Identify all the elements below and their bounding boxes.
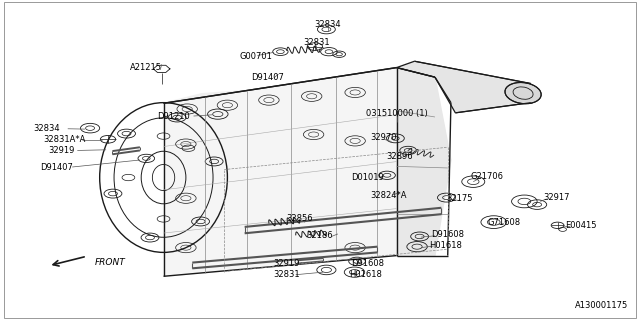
Text: 32831: 32831 bbox=[303, 38, 330, 47]
Text: 32831A*A: 32831A*A bbox=[44, 135, 86, 144]
Text: 32834: 32834 bbox=[314, 20, 341, 29]
Polygon shape bbox=[397, 68, 451, 256]
Polygon shape bbox=[164, 68, 435, 103]
Polygon shape bbox=[164, 68, 397, 276]
Text: H01618: H01618 bbox=[429, 241, 462, 250]
Text: A130001175: A130001175 bbox=[575, 301, 628, 310]
Text: A21215: A21215 bbox=[131, 63, 163, 72]
Text: 32917: 32917 bbox=[543, 193, 570, 202]
Text: 32919: 32919 bbox=[274, 259, 300, 268]
Text: D01019: D01019 bbox=[351, 173, 384, 182]
Text: 031510000 (1): 031510000 (1) bbox=[365, 109, 428, 118]
Text: D91407: D91407 bbox=[251, 73, 284, 82]
Text: G00701: G00701 bbox=[240, 52, 273, 61]
Text: E00415: E00415 bbox=[565, 221, 596, 230]
Text: 32831: 32831 bbox=[273, 269, 300, 279]
Text: 32896: 32896 bbox=[387, 152, 413, 161]
Text: FRONT: FRONT bbox=[95, 258, 126, 267]
Text: D91407: D91407 bbox=[40, 163, 74, 172]
Text: 32970: 32970 bbox=[371, 132, 397, 141]
Text: G71608: G71608 bbox=[487, 218, 520, 227]
Text: 32824*A: 32824*A bbox=[371, 190, 407, 200]
Text: D91210: D91210 bbox=[157, 112, 189, 121]
Ellipse shape bbox=[505, 83, 541, 104]
Text: 32919: 32919 bbox=[48, 146, 74, 155]
Text: 32834: 32834 bbox=[33, 124, 60, 133]
Text: 32856: 32856 bbox=[286, 214, 313, 223]
Text: 32175: 32175 bbox=[446, 194, 472, 204]
Text: D91608: D91608 bbox=[351, 259, 385, 268]
Polygon shape bbox=[397, 61, 531, 113]
Text: D91608: D91608 bbox=[431, 230, 464, 239]
Text: H01618: H01618 bbox=[349, 269, 383, 279]
Text: 32186: 32186 bbox=[307, 231, 333, 240]
Text: G21706: G21706 bbox=[471, 172, 504, 181]
